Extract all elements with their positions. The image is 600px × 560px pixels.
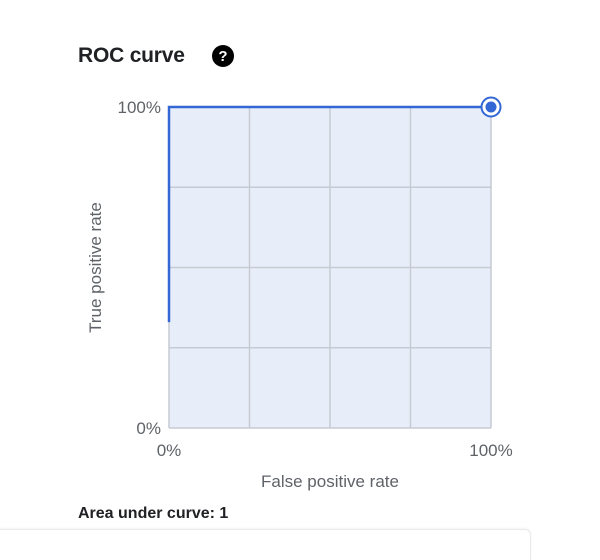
chart-header: ROC curve ? — [78, 44, 235, 68]
threshold-point — [485, 101, 497, 113]
x-tick-label: 100% — [469, 441, 512, 460]
x-axis-title: False positive rate — [261, 472, 399, 491]
y-tick-label: 100% — [118, 98, 161, 117]
y-axis-title: True positive rate — [86, 202, 105, 333]
chart-title: ROC curve — [78, 44, 185, 67]
roc-curve-line — [167, 105, 491, 323]
next-card-edge — [0, 529, 531, 560]
svg-text:?: ? — [218, 48, 227, 65]
y-tick-label: 0% — [136, 419, 161, 438]
auc-summary: Area under curve: 1 — [78, 505, 229, 522]
help-circle-icon[interactable]: ? — [211, 44, 235, 68]
x-tick-label: 0% — [157, 441, 182, 460]
roc-chart: 0% 100% 0% 100% False positive rate True posi… — [86, 96, 513, 491]
